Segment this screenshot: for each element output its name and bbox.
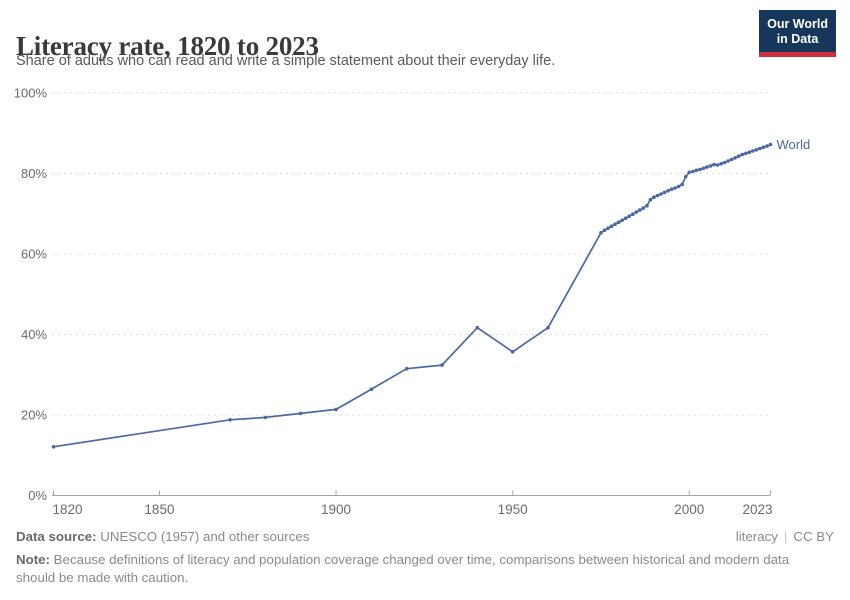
page-title: Literacy rate, 1820 to 2023: [16, 31, 319, 62]
svg-text:1850: 1850: [144, 502, 174, 517]
note-label: Note:: [16, 552, 50, 567]
data-point[interactable]: [758, 146, 762, 151]
chart-note: Note: Because definitions of literacy an…: [16, 551, 798, 587]
data-point[interactable]: [641, 206, 646, 210]
data-point[interactable]: [404, 366, 409, 371]
data-point[interactable]: [736, 154, 741, 158]
chart-subtitle: Share of adults who can read and write a…: [16, 53, 556, 69]
data-point[interactable]: [599, 230, 603, 235]
data-point[interactable]: [701, 166, 706, 171]
data-point[interactable]: [669, 187, 674, 191]
data-point[interactable]: [613, 222, 617, 226]
svg-text:2023: 2023: [742, 502, 772, 517]
data-point[interactable]: [510, 350, 515, 354]
series-end-label[interactable]: World: [777, 137, 811, 152]
data-point[interactable]: [729, 157, 734, 162]
data-point[interactable]: [648, 197, 653, 202]
data-point[interactable]: [765, 144, 769, 148]
data-point[interactable]: [623, 216, 628, 220]
svg-text:0%: 0%: [28, 488, 47, 503]
license-cc-by[interactable]: CC BY: [793, 529, 834, 544]
data-point[interactable]: [744, 151, 748, 156]
data-point[interactable]: [719, 162, 723, 166]
owid-logo-line1: Our World: [767, 17, 828, 31]
data-point[interactable]: [754, 148, 759, 152]
data-point[interactable]: [715, 163, 720, 167]
data-point[interactable]: [666, 189, 670, 193]
svg-text:20%: 20%: [21, 408, 47, 423]
x-axis: 1820 1850 1900 1950 2000 2023: [53, 490, 773, 517]
data-point[interactable]: [726, 159, 730, 163]
data-point[interactable]: [634, 210, 639, 214]
svg-text:40%: 40%: [21, 327, 47, 342]
data-point[interactable]: [722, 160, 727, 165]
data-point[interactable]: [659, 192, 663, 196]
svg-text:1900: 1900: [321, 502, 351, 517]
data-point[interactable]: [631, 212, 635, 216]
license[interactable]: literacy | CC BY: [736, 529, 834, 544]
data-point[interactable]: [652, 195, 656, 199]
data-point[interactable]: [298, 411, 303, 416]
data-point[interactable]: [627, 214, 631, 218]
data-point[interactable]: [768, 142, 773, 147]
data-point[interactable]: [645, 203, 649, 208]
data-point[interactable]: [228, 418, 232, 422]
data-point[interactable]: [747, 150, 752, 154]
svg-text:1950: 1950: [498, 502, 528, 517]
series-world[interactable]: World: [51, 137, 811, 449]
data-point[interactable]: [673, 186, 677, 190]
data-point[interactable]: [369, 387, 374, 392]
license-slug[interactable]: literacy: [735, 529, 778, 544]
y-axis: 0% 20% 40% 60% 80% 100%: [14, 86, 771, 503]
data-point[interactable]: [609, 224, 614, 228]
data-point[interactable]: [687, 170, 692, 175]
data-point[interactable]: [655, 193, 660, 198]
data-point[interactable]: [705, 165, 709, 169]
data-point[interactable]: [694, 168, 699, 173]
data-point[interactable]: [708, 164, 713, 168]
data-point[interactable]: [712, 162, 716, 167]
data-point[interactable]: [616, 220, 621, 224]
data-point[interactable]: [263, 415, 268, 420]
svg-text:2000: 2000: [674, 502, 704, 517]
data-source-label: Data source:: [16, 529, 97, 544]
data-point[interactable]: [676, 184, 681, 189]
data-point[interactable]: [334, 407, 338, 412]
data-point[interactable]: [662, 190, 667, 195]
data-point[interactable]: [606, 226, 610, 230]
note-text: Because definitions of literacy and popu…: [16, 552, 790, 585]
license-separator: |: [783, 529, 788, 544]
data-point[interactable]: [440, 363, 444, 367]
owid-logo[interactable]: Our World in Data: [759, 10, 836, 57]
data-point[interactable]: [751, 149, 755, 153]
literacy-line-chart[interactable]: 0% 20% 40% 60% 80% 100% 1820 1850 1900 1950 2000 20…: [0, 0, 850, 524]
chart-footer: Data source: UNESCO (1957) and other sou…: [16, 529, 834, 587]
data-point[interactable]: [733, 156, 737, 160]
data-source: Data source: UNESCO (1957) and other sou…: [16, 529, 309, 544]
svg-text:80%: 80%: [21, 166, 47, 181]
data-point[interactable]: [620, 218, 624, 222]
svg-text:1820: 1820: [53, 502, 83, 517]
data-point[interactable]: [698, 167, 702, 172]
data-source-text: UNESCO (1957) and other sources: [96, 529, 310, 544]
svg-text:60%: 60%: [21, 247, 47, 262]
series-line[interactable]: [53, 143, 771, 448]
data-point[interactable]: [638, 208, 642, 212]
data-point[interactable]: [475, 325, 480, 330]
data-point[interactable]: [683, 174, 688, 179]
data-point[interactable]: [740, 152, 744, 157]
data-point[interactable]: [680, 182, 684, 187]
data-point[interactable]: [602, 228, 607, 233]
owid-logo-line2: in Data: [776, 31, 819, 46]
svg-text:100%: 100%: [14, 86, 48, 101]
data-point[interactable]: [761, 145, 766, 150]
data-point[interactable]: [51, 445, 56, 449]
data-point[interactable]: [546, 325, 550, 330]
data-point[interactable]: [691, 169, 695, 174]
